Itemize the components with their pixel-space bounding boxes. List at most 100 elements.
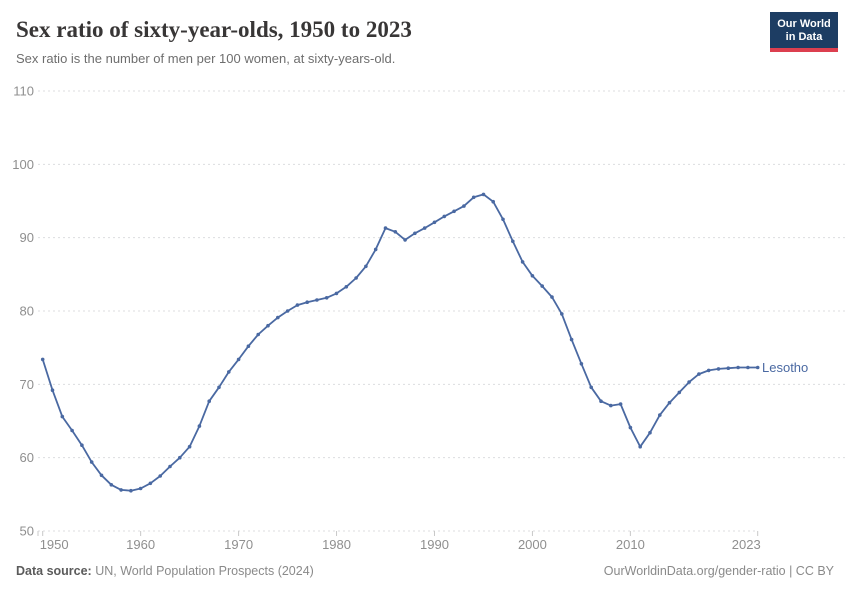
x-tick-label: 2023: [732, 537, 761, 552]
y-tick-label: 60: [20, 450, 34, 465]
data-point-marker: [197, 424, 202, 428]
chart-generated-layer: 50 60 70 80 90 100 110 1950 1960 1970 1980 1990 2000…: [12, 84, 845, 552]
data-point-marker: [560, 312, 564, 316]
data-point-marker: [285, 309, 290, 313]
data-point-marker: [217, 385, 221, 390]
data-point-marker: [706, 368, 711, 373]
data-point-marker: [393, 230, 398, 234]
data-point-marker: [736, 365, 740, 370]
data-point-marker: [628, 425, 633, 430]
data-point-marker: [403, 238, 407, 242]
y-tick-label: 50: [20, 524, 34, 539]
x-tick-label: 2000: [518, 537, 547, 552]
data-point-marker: [256, 332, 261, 337]
data-point-marker: [40, 357, 45, 362]
data-point-marker: [168, 464, 172, 469]
data-point-marker: [609, 403, 613, 408]
data-point-marker: [129, 488, 133, 493]
data-point-marker: [422, 226, 427, 230]
data-point-marker: [667, 400, 672, 405]
x-tick-label: 1960: [126, 537, 155, 552]
x-tick-label: 1950: [40, 537, 69, 552]
data-point-marker: [755, 365, 760, 370]
data-point-marker: [658, 413, 662, 417]
data-point-marker: [60, 414, 65, 419]
data-point-marker: [569, 337, 574, 342]
data-point-marker: [315, 298, 319, 302]
data-point-marker: [178, 455, 182, 460]
data-point-marker: [158, 474, 162, 478]
data-point-marker: [344, 285, 349, 289]
data-point-marker: [540, 284, 544, 288]
data-point-marker: [364, 264, 368, 269]
entity-label[interactable]: Lesotho: [762, 360, 808, 375]
data-point-marker: [677, 390, 682, 395]
data-source: Data source: UN, World Population Prospe…: [16, 564, 314, 578]
y-tick-label: 90: [20, 230, 34, 245]
y-tick-label: 70: [20, 377, 34, 392]
data-point-marker: [462, 204, 466, 208]
data-point-marker: [383, 226, 388, 230]
data-point-marker: [324, 296, 329, 300]
data-point-marker: [246, 344, 251, 349]
y-tick-label: 110: [13, 84, 34, 99]
data-point-marker: [207, 399, 211, 404]
data-point-marker: [148, 481, 153, 486]
data-point-marker: [618, 402, 623, 406]
chart-title: Sex ratio of sixty-year-olds, 1950 to 20…: [16, 17, 412, 42]
data-point-marker: [236, 357, 241, 362]
data-point-marker: [511, 239, 515, 244]
y-tick-label: 80: [20, 304, 34, 319]
data-point-marker: [452, 209, 456, 214]
data-point-marker: [413, 231, 417, 236]
data-source-text: UN, World Population Prospects (2024): [91, 564, 314, 578]
data-point-marker: [80, 443, 84, 448]
data-point-marker: [726, 366, 731, 371]
data-point-marker: [442, 214, 447, 219]
owid-logo-line2: in Data: [785, 31, 823, 43]
data-point-marker: [589, 385, 593, 390]
data-point-marker: [746, 365, 750, 370]
chart-footer: Data source: UN, World Population Prospe…: [16, 564, 834, 578]
data-point-marker: [50, 388, 55, 393]
data-point-marker: [354, 276, 358, 280]
data-point-marker: [648, 430, 652, 435]
x-tick-label: 2010: [616, 537, 645, 552]
data-source-label: Data source:: [16, 564, 92, 578]
data-point-marker: [89, 460, 94, 464]
data-point-marker: [599, 399, 603, 404]
data-point-marker: [550, 295, 554, 299]
data-point-marker: [716, 367, 721, 371]
data-point-marker: [138, 486, 143, 491]
data-point-marker: [266, 323, 270, 328]
attribution-link[interactable]: OurWorldinData.org/gender-ratio | CC BY: [603, 564, 834, 578]
data-point-marker: [638, 444, 642, 449]
data-point-marker: [109, 483, 114, 487]
chart-subtitle: Sex ratio is the number of men per 100 w…: [16, 51, 396, 66]
data-point-marker: [471, 195, 476, 200]
data-line: [41, 193, 759, 492]
data-point-marker: [373, 247, 378, 252]
x-tick-label: 1980: [322, 537, 351, 552]
data-point-marker: [501, 217, 505, 222]
data-point-marker: [295, 303, 300, 307]
data-point-marker: [187, 444, 192, 449]
data-point-marker: [579, 362, 584, 366]
data-point-marker: [697, 372, 701, 376]
data-point-marker: [334, 291, 339, 296]
data-point-marker: [491, 199, 496, 204]
data-point-marker: [687, 380, 691, 384]
x-tick-label: 1990: [420, 537, 449, 552]
data-point-marker: [520, 260, 525, 264]
data-point-marker: [305, 300, 310, 305]
owid-logo-line1: Our World: [777, 18, 831, 30]
data-point-marker: [119, 488, 123, 492]
data-point-marker: [530, 274, 535, 278]
data-point-marker: [481, 192, 486, 197]
x-tick-label: 1970: [224, 537, 253, 552]
owid-logo[interactable]: Our World in Data: [770, 12, 838, 52]
data-point-marker: [227, 370, 231, 374]
data-point-marker: [70, 428, 74, 433]
data-point-marker: [276, 315, 280, 320]
